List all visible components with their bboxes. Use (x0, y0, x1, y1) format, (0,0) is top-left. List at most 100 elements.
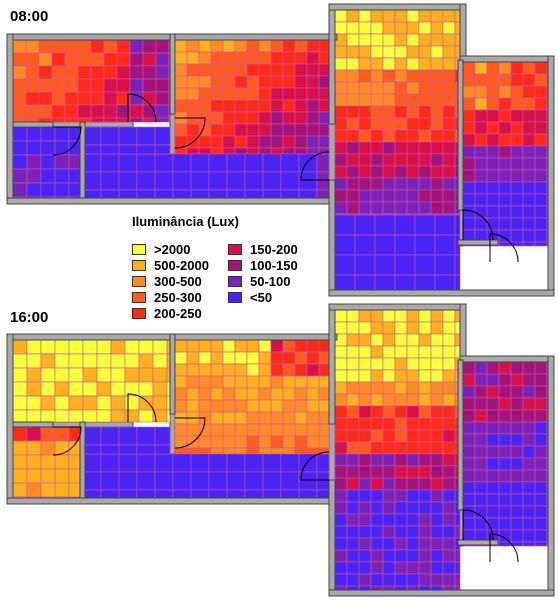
illuminance-cell (534, 457, 548, 471)
illuminance-cell (142, 52, 157, 67)
illuminance-cell (394, 477, 408, 491)
illuminance-cell (358, 165, 372, 179)
illuminance-cell (442, 141, 456, 155)
illuminance-cell (222, 351, 236, 365)
illuminance-cell (430, 117, 444, 131)
illuminance-cell (406, 561, 420, 575)
illuminance-cell (334, 501, 348, 515)
illuminance-cell (406, 165, 420, 179)
illuminance-cell (186, 423, 200, 437)
illuminance-cell (282, 39, 296, 53)
illuminance-cell (136, 444, 156, 455)
illuminance-cell (334, 117, 348, 131)
illuminance-cell (358, 177, 372, 191)
illuminance-cell (394, 45, 408, 59)
illuminance-cell (82, 489, 102, 499)
illuminance-cell (430, 393, 444, 407)
illuminance-cell (346, 357, 360, 371)
illuminance-cell (534, 409, 548, 423)
illuminance-cell (316, 471, 330, 491)
illuminance-cell (136, 144, 156, 155)
illuminance-cell (382, 489, 396, 503)
illuminance-cell (370, 345, 384, 359)
illuminance-cell (280, 489, 300, 499)
illuminance-cell (174, 87, 188, 101)
illuminance-cell (498, 241, 512, 247)
illuminance-cell (462, 433, 476, 447)
illuminance-cell (64, 117, 79, 123)
illuminance-cell (96, 409, 112, 423)
illuminance-cell (406, 309, 420, 323)
illuminance-cell (534, 445, 548, 459)
illuminance-cell (358, 513, 372, 527)
illuminance-cell (346, 537, 360, 551)
illuminance-cell (454, 254, 461, 276)
illuminance-cell (334, 429, 348, 443)
illuminance-cell (430, 477, 444, 491)
illuminance-cell (442, 525, 456, 539)
illuminance-cell (100, 453, 120, 473)
illuminance-cell (208, 471, 228, 491)
illuminance-cell (26, 367, 42, 383)
illuminance-cell (38, 52, 53, 67)
illuminance-cell (155, 91, 170, 106)
illuminance-cell (418, 105, 432, 119)
illuminance-cell (510, 73, 524, 87)
illuminance-cell (442, 93, 456, 107)
illuminance-cell (498, 61, 512, 75)
illuminance-cell (430, 45, 444, 59)
illuminance-cell (68, 381, 84, 397)
illuminance-cell (442, 465, 456, 479)
illuminance-cell (522, 97, 536, 111)
illuminance-cell (522, 169, 536, 183)
illuminance-cell (382, 321, 396, 335)
illuminance-cell (270, 375, 284, 389)
illuminance-cell (498, 121, 512, 135)
illuminance-cell (51, 52, 66, 67)
illuminance-cell (270, 339, 284, 353)
illuminance-cell (442, 429, 456, 443)
illuminance-cell (174, 147, 188, 155)
illuminance-cell (318, 351, 330, 365)
illuminance-cell (258, 87, 272, 101)
illuminance-cell (418, 561, 432, 575)
illuminance-cell (394, 93, 408, 107)
illuminance-cell (234, 375, 248, 389)
illuminance-cell (282, 351, 296, 365)
illuminance-cell (246, 99, 260, 113)
illuminance-cell (142, 65, 157, 80)
illuminance-cell (418, 537, 432, 551)
illuminance-cell (334, 93, 348, 107)
illuminance-cell (454, 309, 461, 323)
illuminance-cell (434, 214, 456, 236)
illuminance-cell (522, 493, 536, 507)
illuminance-cell (406, 93, 420, 107)
illuminance-cell (12, 117, 27, 123)
illuminance-cell (294, 63, 308, 77)
illuminance-cell (406, 369, 420, 383)
illuminance-cell (246, 147, 260, 155)
illuminance-cell (406, 69, 420, 83)
illuminance-cell (186, 375, 200, 389)
illuminance-cell (246, 363, 260, 377)
illuminance-cell (298, 153, 318, 173)
illuminance-cell (462, 145, 476, 159)
illuminance-cell (358, 561, 372, 575)
illuminance-cell (406, 81, 420, 95)
illuminance-cell (442, 153, 456, 167)
wall-segment (6, 33, 14, 205)
illuminance-cell (474, 85, 488, 99)
door-swing (52, 426, 82, 456)
illuminance-cell (90, 117, 105, 123)
illuminance-cell (462, 169, 476, 183)
illuminance-cell (406, 417, 420, 431)
illuminance-cell (382, 345, 396, 359)
illuminance-cell (129, 52, 144, 67)
illuminance-cell (522, 193, 536, 207)
illuminance-cell (294, 147, 308, 155)
illuminance-cell (129, 104, 144, 119)
illuminance-cell (406, 441, 420, 455)
illuminance-cell (318, 423, 330, 437)
illuminance-cell (40, 440, 56, 456)
illuminance-cell (172, 489, 192, 499)
